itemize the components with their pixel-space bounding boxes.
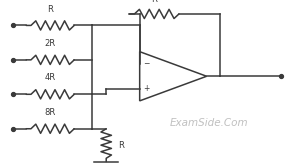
Text: 8R: 8R — [45, 108, 56, 117]
Text: R: R — [118, 141, 124, 150]
Text: 2R: 2R — [45, 39, 56, 48]
Text: +: + — [143, 84, 149, 93]
Text: ExamSide.Com: ExamSide.Com — [170, 118, 249, 128]
Text: 4R: 4R — [45, 73, 56, 82]
Text: −: − — [143, 60, 149, 68]
Text: R: R — [151, 0, 157, 4]
Text: R: R — [47, 5, 53, 13]
